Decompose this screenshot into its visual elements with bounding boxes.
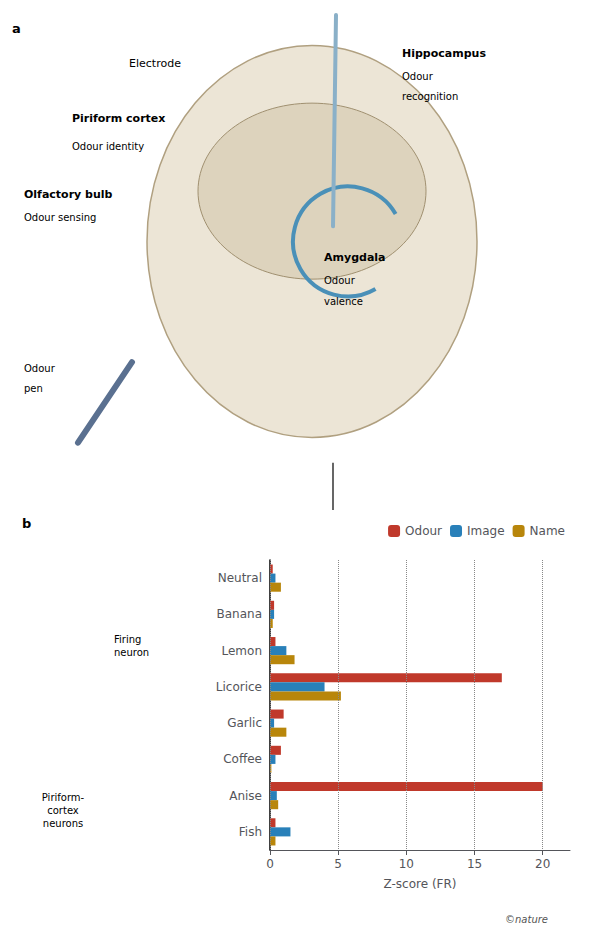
svg-text:Lemon: Lemon bbox=[222, 644, 263, 658]
svg-text:Odour identity: Odour identity bbox=[72, 141, 144, 152]
svg-text:Piriform-: Piriform- bbox=[42, 792, 85, 803]
svg-text:cortex: cortex bbox=[47, 805, 79, 816]
svg-text:Name: Name bbox=[530, 524, 565, 538]
svg-text:Odour: Odour bbox=[402, 71, 434, 82]
svg-text:©nature: ©nature bbox=[505, 914, 548, 925]
svg-text:Olfactory bulb: Olfactory bulb bbox=[24, 188, 113, 201]
svg-text:Electrode: Electrode bbox=[129, 57, 181, 70]
svg-text:Firing: Firing bbox=[114, 634, 141, 645]
svg-text:Amygdala: Amygdala bbox=[324, 251, 386, 264]
svg-text:neuron: neuron bbox=[114, 647, 149, 658]
svg-text:Image: Image bbox=[467, 524, 505, 538]
svg-text:Garlic: Garlic bbox=[227, 716, 262, 730]
svg-text:Neutral: Neutral bbox=[218, 571, 262, 585]
svg-text:recognition: recognition bbox=[402, 91, 458, 102]
svg-text:Banana: Banana bbox=[216, 607, 262, 621]
svg-text:Odour sensing: Odour sensing bbox=[24, 212, 96, 223]
svg-text:Coffee: Coffee bbox=[223, 752, 262, 766]
svg-text:0: 0 bbox=[266, 857, 274, 871]
svg-text:neurons: neurons bbox=[43, 818, 83, 829]
svg-text:Piriform cortex: Piriform cortex bbox=[72, 112, 165, 125]
svg-text:Hippocampus: Hippocampus bbox=[402, 47, 486, 60]
svg-text:Odour: Odour bbox=[324, 275, 356, 286]
svg-text:Odour: Odour bbox=[24, 363, 56, 374]
svg-text:20: 20 bbox=[535, 857, 550, 871]
svg-text:Fish: Fish bbox=[239, 825, 262, 839]
svg-text:Odour: Odour bbox=[405, 524, 442, 538]
svg-text:15: 15 bbox=[467, 857, 482, 871]
svg-text:b: b bbox=[22, 516, 31, 531]
svg-text:Anise: Anise bbox=[229, 789, 262, 803]
svg-text:Licorice: Licorice bbox=[216, 680, 262, 694]
svg-text:a: a bbox=[12, 21, 21, 36]
svg-text:valence: valence bbox=[324, 296, 363, 307]
svg-text:Z-score (FR): Z-score (FR) bbox=[383, 877, 456, 891]
svg-text:5: 5 bbox=[334, 857, 342, 871]
svg-text:pen: pen bbox=[24, 383, 43, 394]
svg-text:10: 10 bbox=[399, 857, 414, 871]
